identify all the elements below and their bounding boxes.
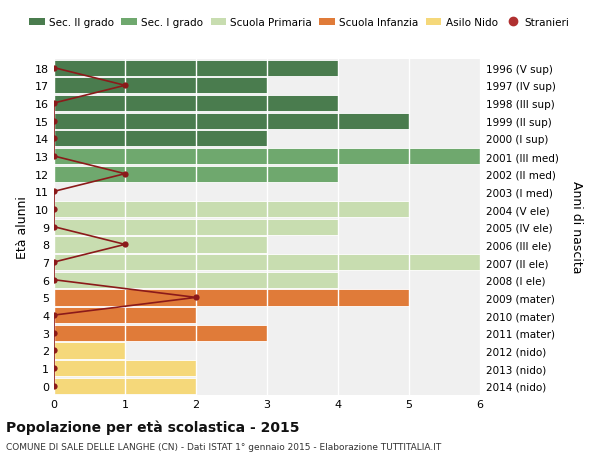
Bar (54, 378, 196, 394)
Text: Popolazione per età scolastica - 2015: Popolazione per età scolastica - 2015 (6, 420, 299, 435)
Bar (54, 166, 338, 182)
Bar (54, 113, 409, 129)
Y-axis label: Anni di nascita: Anni di nascita (569, 181, 583, 274)
Bar (54, 325, 267, 341)
Legend: Sec. II grado, Sec. I grado, Scuola Primaria, Scuola Infanzia, Asilo Nido, Stran: Sec. II grado, Sec. I grado, Scuola Prim… (29, 18, 569, 28)
Text: COMUNE DI SALE DELLE LANGHE (CN) - Dati ISTAT 1° gennaio 2015 - Elaborazione TUT: COMUNE DI SALE DELLE LANGHE (CN) - Dati … (6, 442, 441, 452)
Bar (54, 131, 267, 147)
Bar (54, 307, 196, 324)
Bar (54, 290, 409, 306)
Bar (54, 342, 125, 359)
Y-axis label: Età alunni: Età alunni (16, 196, 29, 258)
Bar (54, 61, 338, 77)
Bar (54, 95, 338, 112)
Bar (54, 272, 338, 288)
Bar (54, 219, 338, 235)
Bar (54, 360, 196, 376)
Bar (54, 78, 267, 94)
Bar (54, 149, 480, 165)
Bar (54, 254, 480, 271)
Bar (54, 237, 267, 253)
Bar (54, 202, 409, 218)
